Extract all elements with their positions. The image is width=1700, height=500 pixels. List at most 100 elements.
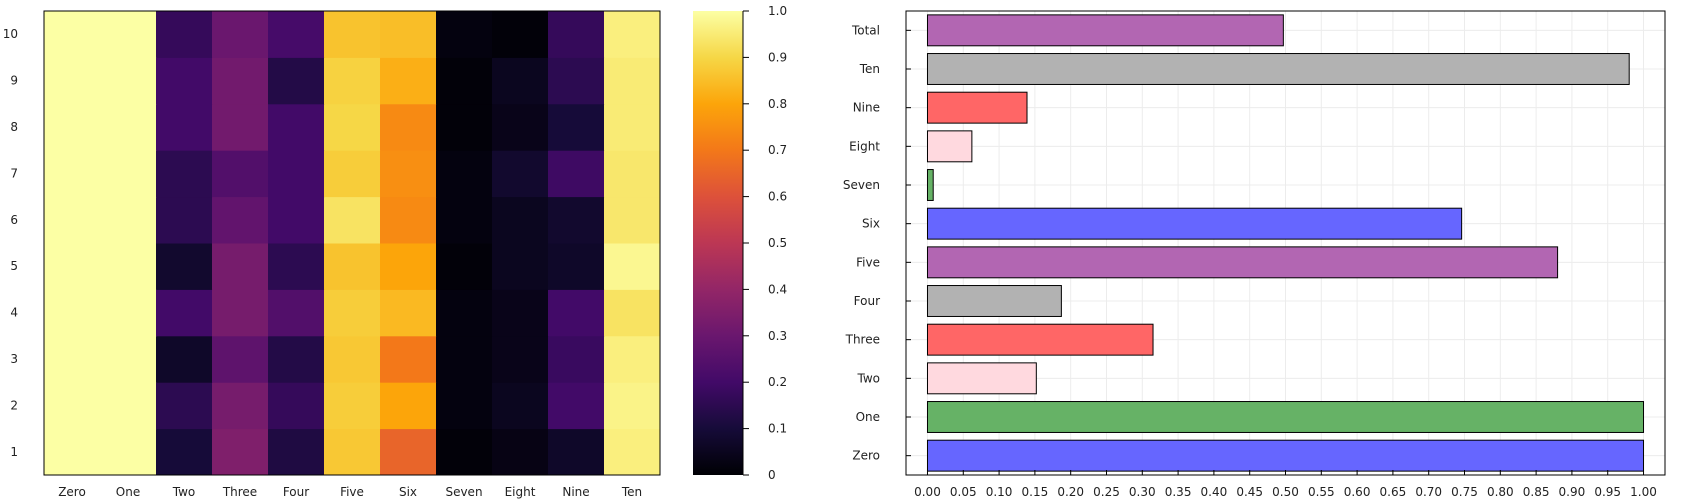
bar-chart-x-tick-label: 0.70	[1415, 485, 1442, 499]
heatmap-cell	[324, 289, 381, 336]
heatmap-cell	[156, 429, 213, 476]
heatmap-cell	[212, 11, 269, 58]
heatmap-cell	[44, 57, 101, 104]
heatmap-cell	[548, 197, 605, 244]
heatmap-cell	[380, 57, 437, 104]
bar-seven	[927, 170, 933, 201]
heatmap-cell	[548, 289, 605, 336]
bar-one	[927, 402, 1643, 433]
bar-chart-x-tick-labels: 0.00 0.05 0.10 0.15 0.20 0.25 0.30 0.35 0.40 0.45…	[914, 470, 1657, 499]
heatmap-cell	[268, 11, 325, 58]
heatmap-cell	[156, 336, 213, 383]
heatmap-y-tick-label: 5	[10, 259, 18, 273]
bar-chart-x-tick-label: 0.15	[1022, 485, 1049, 499]
bar-ten	[927, 54, 1629, 85]
heatmap-cell	[380, 243, 437, 290]
heatmap-cell	[548, 11, 605, 58]
heatmap-x-tick-label: Four	[283, 485, 309, 499]
heatmap-y-tick-label: 9	[10, 74, 18, 88]
heatmap-cell	[604, 11, 661, 58]
heatmap-cell	[324, 150, 381, 197]
bar-chart-x-tick-label: 0.40	[1201, 485, 1228, 499]
heatmap-cell	[100, 429, 157, 476]
bar-chart-x-tick-label: 0.10	[986, 485, 1013, 499]
heatmap-y-tick-label: 3	[10, 352, 18, 366]
heatmap-x-tick-label: One	[116, 485, 140, 499]
heatmap-cell	[380, 197, 437, 244]
colorbar-tick-label: 0.6	[768, 190, 787, 204]
heatmap-x-tick-label: Three	[222, 485, 257, 499]
bar-chart-y-tick-label: Ten	[859, 62, 880, 76]
heatmap-cell	[604, 150, 661, 197]
heatmap-cell	[492, 150, 549, 197]
heatmap-cell	[268, 429, 325, 476]
bar-chart-x-tick-label: 0.50	[1272, 485, 1299, 499]
heatmap-cell	[156, 11, 213, 58]
heatmap-cell	[604, 429, 661, 476]
heatmap-cell	[436, 150, 493, 197]
heatmap-cell	[44, 104, 101, 151]
bar-chart-x-tick-label: 1.00	[1630, 485, 1657, 499]
colorbar-tick-label: 0.2	[768, 375, 787, 389]
colorbar-tick-label: 0.5	[768, 236, 787, 250]
heatmap-cell	[100, 57, 157, 104]
heatmap-y-tick-label: 8	[10, 120, 18, 134]
heatmap-cell	[324, 382, 381, 429]
bar-four	[927, 286, 1061, 317]
heatmap-x-tick-labels: Zero One Two Three Four Five Six Seven Eight Nine…	[58, 485, 642, 499]
bar-chart-y-tick-label: Zero	[852, 449, 880, 463]
bar-chart-x-tick-label: 0.95	[1594, 485, 1621, 499]
colorbar-tick-label: 0.4	[768, 282, 787, 296]
bar-chart-x-tick-label: 0.85	[1523, 485, 1550, 499]
bar-chart-x-tick-label: 0.65	[1380, 485, 1407, 499]
colorbar-tick-label: 0.8	[768, 97, 787, 111]
bar-chart-x-tick-label: 0.45	[1236, 485, 1263, 499]
bar-chart: 0.00 0.05 0.10 0.15 0.20 0.25 0.30 0.35 0.40 0.45…	[843, 11, 1665, 499]
heatmap-y-tick-label: 7	[10, 166, 18, 180]
heatmap-cell	[44, 382, 101, 429]
bar-chart-y-tick-label: Nine	[853, 101, 880, 115]
heatmap-cell	[100, 382, 157, 429]
heatmap-x-tick-label: Two	[172, 485, 196, 499]
heatmap-cell	[268, 382, 325, 429]
bar-chart-x-tick-label: 0.60	[1344, 485, 1371, 499]
bar-chart-x-tick-label: 0.90	[1559, 485, 1586, 499]
heatmap-cell	[604, 243, 661, 290]
heatmap-cell	[492, 243, 549, 290]
heatmap-cell	[324, 243, 381, 290]
bar-six	[927, 208, 1461, 239]
heatmap-cell	[212, 104, 269, 151]
heatmap-cell	[324, 429, 381, 476]
bar-chart-x-tick-label: 0.30	[1129, 485, 1156, 499]
heatmap-cell	[548, 104, 605, 151]
heatmap-cell	[44, 429, 101, 476]
bar-two	[927, 363, 1036, 394]
colorbar-gradient	[693, 11, 743, 475]
heatmap-cell	[324, 104, 381, 151]
heatmap-cell	[156, 382, 213, 429]
heatmap-cell	[548, 336, 605, 383]
bar-chart-x-tick-label: 0.80	[1487, 485, 1514, 499]
heatmap-cell	[548, 429, 605, 476]
colorbar-tick-label: 1.0	[768, 4, 787, 18]
bar-chart-y-tick-label: One	[856, 410, 880, 424]
heatmap-cell	[212, 150, 269, 197]
heatmap-cell	[436, 336, 493, 383]
bar-zero	[927, 440, 1643, 471]
heatmap-cell	[604, 104, 661, 151]
heatmap-cell	[380, 104, 437, 151]
heatmap-cell	[436, 382, 493, 429]
heatmap-x-tick-label: Five	[340, 485, 364, 499]
heatmap-cell	[212, 197, 269, 244]
colorbar-tick-label: 0.7	[768, 143, 787, 157]
heatmap-cell	[268, 197, 325, 244]
heatmap-cell	[492, 11, 549, 58]
heatmap-x-tick-label: Six	[399, 485, 417, 499]
heatmap-cell	[436, 11, 493, 58]
colorbar-tick-labels: 00.10.20.30.40.50.60.70.80.91.0	[743, 4, 787, 482]
heatmap-y-tick-label: 4	[10, 306, 18, 320]
colorbar: 0 0.1 0.2 0.3 0.4 0.5 0.6 0.7 0.8 0.9 1.0	[693, 4, 787, 482]
heatmap-cell	[492, 104, 549, 151]
heatmap-cell	[100, 197, 157, 244]
heatmap-cell	[268, 243, 325, 290]
